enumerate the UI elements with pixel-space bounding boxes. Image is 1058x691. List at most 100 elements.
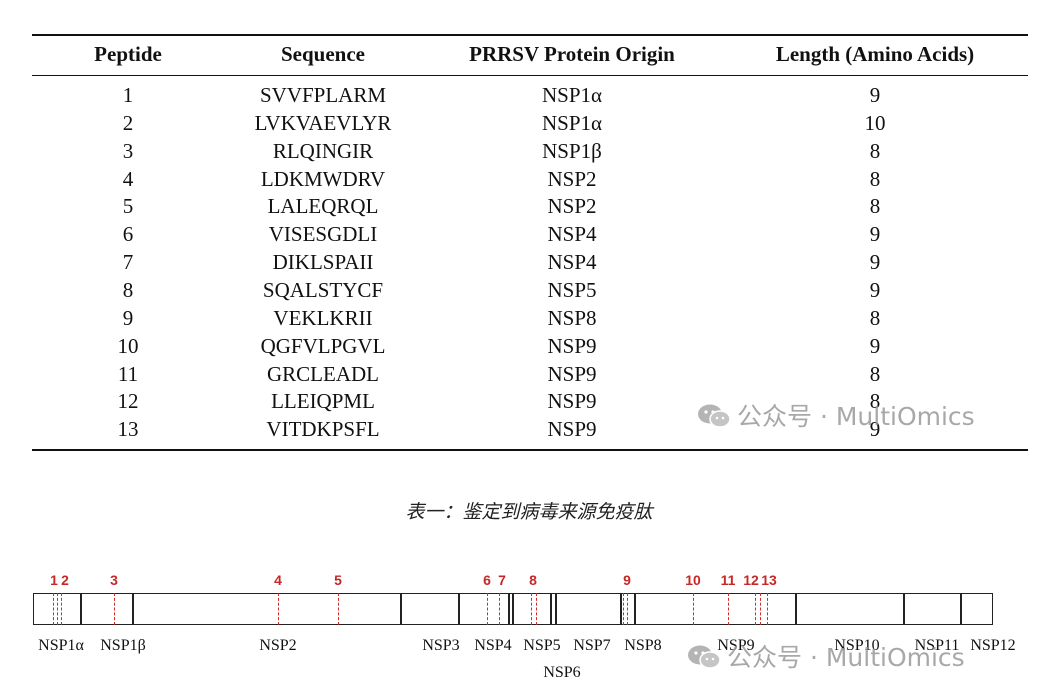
peptide-number: 13 (761, 572, 777, 588)
cell-protein-origin: NSP2 (547, 194, 597, 219)
cell-sequence: LVKVAEVLYR (254, 110, 392, 135)
wechat-icon (698, 404, 731, 428)
segment-label: NSP4 (474, 637, 512, 654)
segment-divider (903, 593, 905, 625)
cell-peptide: 10 (117, 333, 139, 358)
cell-peptide: 4 (122, 166, 134, 191)
peptide-number: 5 (334, 572, 342, 588)
header-peptide: Peptide (94, 42, 162, 66)
cell-protein-origin: NSP1α (541, 110, 603, 135)
segment-label: NSP6 (543, 664, 581, 681)
cell-protein-origin: NSP2 (547, 166, 597, 191)
segment-divider (620, 593, 622, 625)
segment-divider (508, 593, 510, 625)
cell-peptide: 8 (122, 277, 134, 302)
segment-divider (634, 593, 636, 625)
cell-peptide: 13 (117, 417, 139, 442)
peptide-number: 4 (274, 572, 282, 588)
cell-length: 8 (869, 361, 881, 386)
segment-label: NSP5 (523, 637, 561, 654)
peptide-marker (767, 593, 768, 625)
watermark: 公众号 · MultiOmics (697, 397, 975, 433)
cell-length: 9 (869, 277, 881, 302)
peptide-marker (755, 593, 756, 625)
segment-divider (795, 593, 797, 625)
header-length: Length (Amino Acids) (775, 42, 975, 66)
cell-sequence: RLQINGIR (272, 138, 374, 163)
cell-peptide: 3 (122, 138, 134, 163)
peptide-number: 8 (529, 572, 537, 588)
segment-divider (960, 593, 962, 625)
segment-divider (400, 593, 402, 625)
peptide-marker (499, 593, 500, 625)
peptide-marker (61, 593, 62, 625)
cell-protein-origin: NSP1α (541, 83, 603, 107)
peptide-marker (760, 593, 761, 625)
cell-length: 9 (869, 222, 881, 247)
cell-protein-origin: NSP4 (547, 250, 597, 275)
cell-length: 8 (869, 138, 881, 163)
segment-label: NSP12 (970, 637, 1016, 654)
peptide-marker (57, 593, 58, 625)
cell-peptide: 7 (122, 250, 134, 275)
peptide-number: 9 (623, 572, 631, 588)
cell-sequence: VEKLKRII (273, 305, 373, 330)
cell-peptide: 2 (122, 110, 134, 135)
peptide-marker (531, 593, 532, 625)
peptide-marker (487, 593, 488, 625)
cell-sequence: LLEIQPML (271, 389, 375, 414)
cell-length: 9 (869, 250, 881, 275)
cell-sequence: QGFVLPGVL (260, 333, 386, 358)
segment-label: NSP2 (259, 637, 297, 654)
cell-length: 8 (869, 389, 881, 414)
segment-label: NSP3 (422, 637, 460, 654)
cell-protein-origin: NSP8 (547, 305, 597, 330)
header-sequence: Sequence (281, 42, 365, 66)
segment-label: NSP11 (914, 637, 960, 654)
peptide-number: 2 (61, 572, 69, 588)
segment-label: NSP8 (624, 637, 662, 654)
segment-divider (512, 593, 514, 625)
segment-label: NSP10 (834, 637, 880, 654)
table-caption: 表一：鉴定到病毒来源免疫肽 (405, 501, 653, 523)
peptide-number: 11 (720, 572, 736, 588)
peptide-number: 7 (498, 572, 506, 588)
cell-sequence: SVVFPLARM (259, 83, 387, 107)
table-top-rule (32, 34, 1028, 36)
cell-protein-origin: NSP4 (547, 222, 597, 247)
peptide-number: 12 (743, 572, 759, 588)
cell-sequence: LDKMWDRV (260, 166, 386, 191)
cell-length: 8 (869, 305, 881, 330)
cell-protein-origin: NSP9 (547, 417, 597, 442)
cell-protein-origin: NSP9 (547, 389, 597, 414)
cell-length: 8 (869, 194, 881, 219)
peptide-marker (278, 593, 279, 625)
cell-protein-origin: NSP9 (547, 361, 597, 386)
segment-label: NSP1β (100, 637, 146, 654)
peptide-number: 1 (50, 572, 58, 588)
cell-length: 9 (869, 417, 881, 442)
peptide-marker (623, 593, 624, 625)
cell-sequence: DIKLSPAII (272, 250, 374, 275)
peptide-marker (693, 593, 694, 625)
cell-peptide: 9 (122, 305, 134, 330)
cell-peptide: 5 (122, 194, 134, 219)
watermark-text: 公众号 · MultiOmics (737, 402, 975, 431)
cell-peptide: 6 (122, 222, 134, 247)
segment-label: NSP1α (38, 637, 84, 654)
segment-divider (458, 593, 460, 625)
peptide-marker (728, 593, 729, 625)
segment-divider (550, 593, 552, 625)
peptide-number: 6 (483, 572, 491, 588)
peptide-marker (536, 593, 537, 625)
cell-protein-origin: NSP9 (547, 333, 597, 358)
cell-length: 9 (869, 333, 881, 358)
cell-length: 8 (869, 166, 881, 191)
wechat-icon (688, 645, 721, 669)
watermark-map: 公众号 · MultiOmics (687, 638, 965, 674)
peptide-marker (53, 593, 54, 625)
header-protein-origin: PRRSV Protein Origin (469, 42, 675, 66)
peptide-number: 10 (685, 572, 701, 588)
cell-peptide: 12 (117, 389, 139, 414)
cell-sequence: SQALSTYCF (262, 277, 384, 302)
